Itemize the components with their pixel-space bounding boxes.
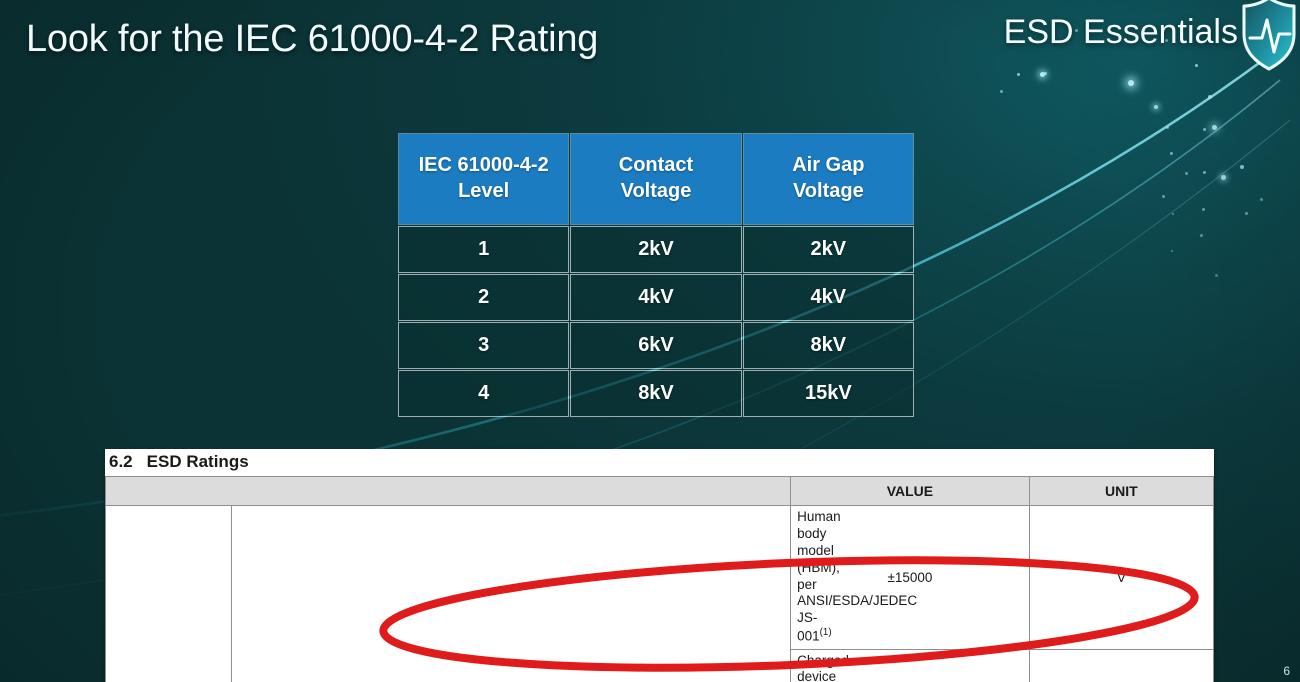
esd-unit-cell: V <box>1028 648 1215 682</box>
esd-footnote-marker: (1) <box>819 627 832 639</box>
iec-level-table: IEC 61000-4-2 Level Contact Voltage Air … <box>396 131 916 419</box>
table-row: V(ESD) Electrostatic discharge Human bod… <box>105 504 1215 682</box>
iec-header-level: IEC 61000-4-2 Level <box>399 134 569 224</box>
iec-cell-airgap: 4kV <box>743 275 913 320</box>
shield-pulse-icon <box>1240 0 1298 72</box>
esd-header-value: VALUE <box>790 476 1030 506</box>
table-row: 3 6kV 8kV <box>399 323 913 368</box>
datasheet-section-heading: 6.2 ESD Ratings <box>105 449 1214 476</box>
datasheet-section-number: 6.2 <box>109 452 133 471</box>
table-row: 2 4kV 4kV <box>399 275 913 320</box>
iec-header-airgap: Air Gap Voltage <box>743 134 913 224</box>
iec-header-contact-line2: Voltage <box>620 180 692 202</box>
iec-table-header-row: IEC 61000-4-2 Level Contact Voltage Air … <box>399 134 913 224</box>
table-row: 1 2kV 2kV <box>399 227 913 272</box>
slide-title: Look for the IEC 61000-4-2 Rating <box>26 18 599 60</box>
iec-header-level-line1: IEC 61000-4-2 <box>418 154 549 177</box>
iec-cell-contact: 2kV <box>571 227 741 272</box>
brand-label: ESD Essentials <box>1003 13 1238 51</box>
iec-header-airgap-line1: Air Gap <box>792 154 865 177</box>
iec-header-contact: Contact Voltage <box>571 134 741 224</box>
iec-cell-airgap: 8kV <box>743 323 913 368</box>
table-row: 4 8kV 15kV <box>399 371 913 416</box>
iec-cell-airgap: 15kV <box>743 371 913 416</box>
iec-cell-contact: 4kV <box>571 275 741 320</box>
iec-header-level-line2: Level <box>458 180 510 202</box>
esd-table-header-row: VALUE UNIT <box>104 476 1215 506</box>
iec-cell-level: 2 <box>399 275 569 320</box>
esd-unit-cell: V <box>1028 505 1215 650</box>
iec-cell-contact: 6kV <box>571 323 741 368</box>
iec-cell-level: 3 <box>399 323 569 368</box>
iec-header-airgap-line2: Voltage <box>792 180 864 202</box>
esd-symbol-cell: V(ESD) <box>105 504 232 682</box>
page-number: 6 <box>1283 664 1290 678</box>
esd-header-unit: UNIT <box>1028 476 1215 506</box>
esd-parameter-cell: Electrostatic discharge <box>230 504 792 682</box>
iec-cell-contact: 8kV <box>571 371 741 416</box>
iec-header-contact-line1: Contact <box>618 154 694 177</box>
esd-header-blank <box>104 476 792 506</box>
datasheet-excerpt-panel: 6.2 ESD Ratings VALUE UNIT V(ESD) Electro… <box>104 449 1215 682</box>
datasheet-section-title: ESD Ratings <box>146 452 249 471</box>
iec-cell-level: 1 <box>399 227 569 272</box>
iec-cell-airgap: 2kV <box>743 227 913 272</box>
esd-ratings-table: VALUE UNIT V(ESD) Electrostatic discharg… <box>104 476 1215 682</box>
iec-cell-level: 4 <box>399 371 569 416</box>
